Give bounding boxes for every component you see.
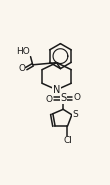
Text: O: O xyxy=(18,64,25,73)
Text: S: S xyxy=(72,110,78,119)
Text: Cl: Cl xyxy=(63,137,72,145)
Text: O: O xyxy=(73,93,80,102)
Text: HO: HO xyxy=(16,47,30,56)
Text: O: O xyxy=(46,95,53,104)
Text: N: N xyxy=(53,85,60,95)
Text: S: S xyxy=(60,93,66,103)
